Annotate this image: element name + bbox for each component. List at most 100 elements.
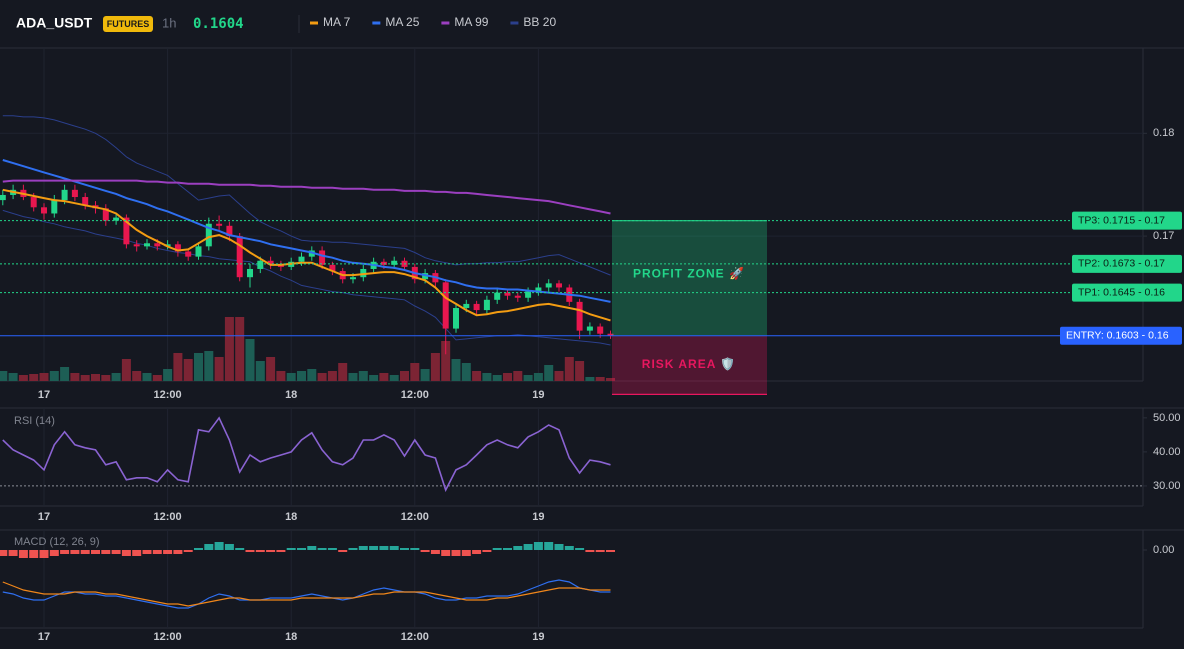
volume-bar <box>276 371 286 381</box>
level-label: TP2: 0.1673 - 0.17 <box>1078 258 1165 270</box>
zone-label: PROFIT ZONE 🚀 <box>633 266 745 280</box>
histogram-bar <box>245 550 255 552</box>
histogram-bar <box>70 550 80 554</box>
volume-bar <box>379 373 389 381</box>
volume-bar <box>204 351 214 381</box>
volume-bar <box>348 373 358 381</box>
candle-body <box>473 303 480 311</box>
volume-bar <box>0 371 8 381</box>
volume-bar <box>39 373 49 381</box>
trade-zone <box>612 220 767 336</box>
histogram-bar <box>358 546 368 550</box>
volume-bar <box>554 371 564 381</box>
candle-body <box>576 301 583 331</box>
volume-bar <box>8 373 18 381</box>
volume-bar <box>369 375 379 381</box>
badge: FUTURES <box>107 19 150 29</box>
interval: 1h <box>162 15 176 30</box>
moving-average <box>2 188 611 322</box>
histogram-bar <box>224 544 234 550</box>
last-price: 0.1604 <box>193 16 244 32</box>
histogram-bar <box>327 548 337 550</box>
candle-body <box>0 194 6 201</box>
volume-bar <box>327 371 337 381</box>
candle-body <box>504 292 511 296</box>
histogram-bar <box>266 550 276 552</box>
volume-bar <box>224 317 234 381</box>
candle-body <box>257 260 264 269</box>
volume-bar <box>121 359 131 381</box>
legend-label: BB 20 <box>523 15 556 29</box>
rsi-line <box>2 416 611 493</box>
histogram-bar <box>595 550 605 552</box>
x-tick-label: 18 <box>285 389 297 401</box>
y-tick-label: 0.17 <box>1153 230 1174 242</box>
panel-title: MACD (12, 26, 9) <box>14 536 100 548</box>
candle-body <box>453 308 459 329</box>
chart-layer: 17 12:00 18 12:00 19 0.17 0.18 MA 7 MA 25 MA 99 BB… <box>0 15 1184 643</box>
histogram-bar <box>0 550 8 556</box>
volume-bar <box>430 353 440 381</box>
histogram-bar <box>317 548 327 550</box>
volume-bar <box>575 361 585 381</box>
candle-body <box>154 243 161 247</box>
volume-bar <box>255 361 265 381</box>
histogram-bar <box>389 546 399 550</box>
histogram-bar <box>482 550 492 552</box>
x-tick-label: 19 <box>532 389 544 401</box>
candle-body <box>102 208 109 221</box>
volume-bar <box>595 377 605 381</box>
histogram-bar <box>338 550 348 552</box>
histogram-bar <box>163 550 173 554</box>
candle-body <box>41 207 47 214</box>
histogram-bar <box>379 546 389 550</box>
zone-label: RISK AREA 🛡️ <box>642 357 736 371</box>
x-tick-label: 17 <box>38 389 50 401</box>
candle-body <box>391 260 398 265</box>
histogram-bar <box>49 550 59 556</box>
candle-body <box>144 243 150 247</box>
legend-label: MA 7 <box>323 15 351 29</box>
volume-bar <box>18 375 28 381</box>
volume-bar <box>297 371 306 381</box>
volume-bar <box>29 374 39 381</box>
y-tick-label: 50.00 <box>1153 412 1181 424</box>
volume-bar <box>420 369 430 381</box>
candle-body <box>535 287 542 292</box>
level-tag <box>1072 254 1182 273</box>
histogram-bar <box>513 546 523 550</box>
volume-bar <box>111 373 121 381</box>
candle-body <box>123 217 130 245</box>
histogram-bar <box>255 550 265 552</box>
histogram-bar <box>8 550 18 556</box>
candle-body <box>82 197 89 206</box>
x-tick-label: 18 <box>285 631 297 643</box>
legend-label: MA 25 <box>385 15 419 29</box>
x-tick-label: 18 <box>285 511 297 523</box>
histogram-bar <box>183 550 193 552</box>
candle-body <box>525 291 532 298</box>
volume-bar <box>585 377 595 381</box>
level-label: TP3: 0.1715 - 0.17 <box>1078 214 1165 226</box>
candle-body <box>236 236 243 278</box>
volume-bar <box>245 339 255 381</box>
volume-bar <box>441 341 451 381</box>
x-tick-label: 12:00 <box>401 511 429 523</box>
candle-body <box>298 256 305 262</box>
candle-body <box>226 225 233 237</box>
candle-body <box>174 244 181 252</box>
x-tick-label: 17 <box>38 631 50 643</box>
histogram-bar <box>286 548 296 550</box>
volume-bar <box>286 373 296 381</box>
histogram-bar <box>297 548 306 550</box>
histogram-bar <box>39 550 49 558</box>
x-tick-label: 12:00 <box>154 389 182 401</box>
level-tag <box>1060 326 1182 345</box>
legend-label: MA 99 <box>454 15 488 29</box>
volume-bar <box>163 369 173 381</box>
histogram-bar <box>451 550 461 556</box>
candle-body <box>113 217 120 221</box>
candle-body <box>51 200 58 214</box>
histogram-bar <box>276 550 286 552</box>
